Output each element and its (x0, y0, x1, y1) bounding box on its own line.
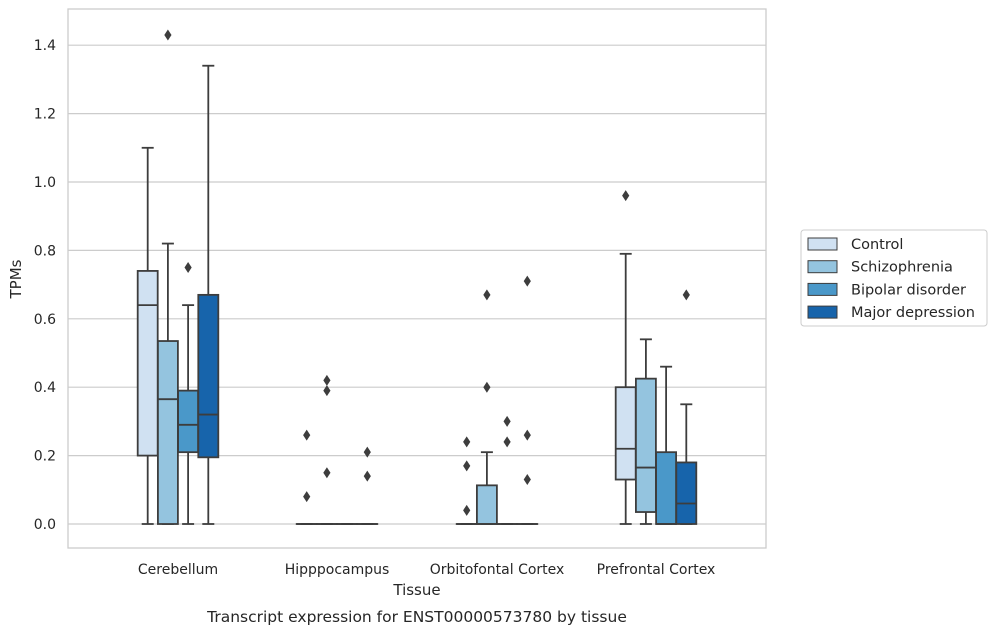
outlier-point (363, 470, 371, 482)
y-tick-label: 0.6 (34, 312, 56, 328)
box-group (655, 365, 677, 525)
legend-swatch (807, 237, 838, 251)
box-group (197, 64, 220, 525)
box (655, 451, 677, 525)
y-tick-label: 1.0 (34, 175, 56, 191)
y-tick-label: 1.2 (34, 107, 56, 123)
outlier-point (463, 460, 471, 472)
outlier-point (463, 504, 471, 516)
legend-swatch (807, 305, 838, 319)
box-group (475, 289, 498, 525)
outlier-point (323, 374, 331, 386)
outlier-point (503, 415, 511, 427)
box-group (455, 436, 478, 525)
legend-swatch (807, 282, 838, 296)
series-major-depression (197, 64, 698, 525)
outlier-point (184, 262, 192, 273)
x-tick-label: Orbitofontal Cortex (430, 562, 565, 578)
chart-caption: Transcript expression for ENST0000057378… (206, 608, 627, 626)
box-group (496, 415, 519, 525)
series-schizophrenia (156, 29, 657, 525)
box (635, 377, 657, 513)
legend-item: Control (807, 237, 903, 253)
outlier-point (523, 429, 531, 441)
box (614, 386, 637, 481)
legend-swatch (807, 260, 838, 274)
legend-label: Control (851, 237, 903, 253)
x-tick-label: Cerebellum (138, 562, 218, 578)
outlier-point (363, 446, 371, 458)
outlier-point (463, 436, 471, 448)
outlier-point (483, 289, 491, 301)
legend-items: Control Schizophrenia Bipolar disorder Majo… (807, 237, 975, 321)
box (675, 461, 698, 525)
box (197, 293, 220, 459)
outlier-point (523, 474, 531, 486)
outlier-point (622, 190, 630, 202)
y-tick-label: 0.4 (34, 380, 56, 396)
outlier-point (323, 385, 331, 397)
box-group (177, 262, 200, 525)
legend-frame (800, 229, 988, 327)
outlier-point (164, 29, 172, 41)
legend-item: Major depression (807, 305, 975, 321)
outlier-point (682, 289, 690, 301)
legend-label: Major depression (851, 305, 975, 321)
outlier-point (323, 467, 331, 479)
outlier-point (523, 275, 531, 287)
box (136, 270, 159, 457)
series-bipolar-disorder (177, 262, 677, 525)
x-tick-label: Hipppocampus (285, 562, 390, 578)
box-group (675, 289, 698, 525)
x-axis: Cerebellum Hipppocampus Orbitofontal Corte… (138, 562, 715, 578)
box (177, 389, 200, 454)
box-group (635, 338, 657, 525)
legend-label: Bipolar disorder (851, 282, 966, 298)
legend: Control Schizophrenia Bipolar disorder Majo… (800, 229, 988, 327)
y-tick-label: 0.2 (34, 449, 56, 465)
box-series (136, 29, 698, 525)
outlier-point (483, 381, 491, 393)
y-axis-title: TPMs (7, 259, 25, 299)
legend-item: Bipolar disorder (807, 282, 966, 298)
box (156, 340, 179, 525)
x-axis-title: Tissue (392, 581, 440, 599)
y-tick-label: 1.4 (34, 38, 56, 54)
legend-label: Schizophrenia (851, 260, 953, 276)
box-group (356, 446, 379, 525)
y-axis: 0.0 0.2 0.4 0.6 0.8 1.0 1.2 1.4 (34, 38, 56, 533)
plot-frame (67, 8, 767, 549)
y-tick-label: 0.0 (34, 517, 56, 533)
box-group (136, 146, 159, 525)
y-tick-label: 0.8 (34, 243, 56, 259)
outlier-point (303, 491, 311, 503)
x-tick-label: Prefrontal Cortex (597, 562, 716, 578)
box (475, 484, 498, 525)
box-group (516, 275, 539, 525)
outlier-point (503, 436, 511, 448)
legend-item: Schizophrenia (807, 260, 953, 276)
series-control (136, 146, 637, 525)
outlier-point (303, 429, 311, 441)
